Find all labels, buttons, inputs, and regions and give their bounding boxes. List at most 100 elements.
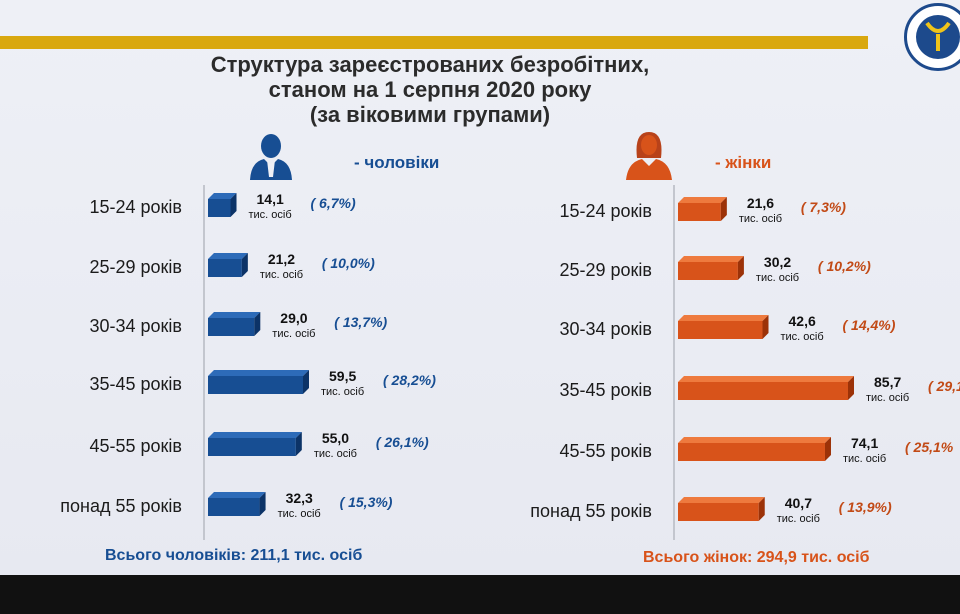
women-bar	[678, 497, 765, 521]
men-bar-top	[208, 492, 266, 498]
women-unit-label: тис. осіб	[866, 392, 910, 404]
women-value-label: 21,6	[746, 195, 775, 211]
men-category-label: 30-34 років	[89, 316, 183, 336]
men-bar	[208, 432, 302, 456]
men-legend: - чоловіки	[354, 153, 440, 172]
men-unit-label: тис. осіб	[259, 269, 304, 281]
men-value-label: 14,1	[256, 191, 284, 207]
women-bar-front	[678, 503, 759, 521]
men-bar-side	[303, 370, 309, 394]
men-value-label: 32,3	[285, 490, 313, 506]
men-bar-side	[254, 312, 261, 336]
women-bar-front	[678, 321, 763, 339]
women-bar	[678, 197, 727, 221]
men-value-label: 55,0	[321, 430, 350, 446]
men-percent-label: ( 13,7%)	[334, 314, 388, 330]
men-value-label: 21,2	[267, 251, 296, 267]
women-bar-top	[678, 256, 744, 262]
logo-figure-icon	[925, 21, 951, 51]
women-category-label: 45-55 років	[559, 441, 653, 461]
men-category-label: понад 55 років	[60, 496, 182, 516]
men-bar-front	[208, 318, 255, 336]
women-bar	[678, 256, 744, 280]
women-unit-label: тис. осіб	[755, 272, 800, 284]
women-category-label: 35-45 років	[559, 380, 653, 400]
men-unit-label: тис. осіб	[272, 328, 316, 340]
women-category-label: 30-34 років	[559, 319, 653, 339]
women-bar-top	[678, 197, 727, 203]
men-percent-label: ( 15,3%)	[339, 494, 393, 510]
men-bar-top	[208, 253, 248, 259]
men-bar-top	[208, 432, 302, 438]
women-bar	[678, 437, 831, 461]
men-category-label: 45-55 років	[89, 436, 183, 456]
women-bar-side	[737, 256, 744, 280]
men-bar-front	[208, 438, 296, 456]
women-value-label: 85,7	[874, 374, 902, 390]
men-bar-side	[259, 492, 266, 516]
women-value-label: 74,1	[850, 435, 879, 451]
women-bar-side	[720, 197, 727, 221]
women-unit-label: тис. осіб	[842, 453, 887, 465]
men-bar-top	[208, 312, 261, 318]
men-bar	[208, 370, 309, 394]
women-category-label: понад 55 років	[530, 501, 652, 521]
women-total: Всього жінок: 294,9 тис. осіб	[643, 549, 870, 566]
men-category-label: 25-29 років	[89, 257, 183, 277]
men-unit-label: тис. осіб	[321, 386, 365, 398]
women-bar-side	[824, 437, 831, 461]
men-unit-label: тис. осіб	[248, 209, 292, 221]
women-value-label: 42,6	[788, 313, 816, 329]
women-bar-top	[678, 437, 831, 443]
men-bar	[208, 312, 261, 336]
man-icon	[250, 134, 292, 180]
men-value-label: 59,5	[329, 368, 357, 384]
women-bar-front	[678, 443, 825, 461]
men-bar-front	[208, 376, 303, 394]
women-bar	[678, 376, 854, 400]
women-value-label: 40,7	[784, 495, 812, 511]
women-value-label: 30,2	[763, 254, 792, 270]
women-bar-side	[762, 315, 769, 339]
women-percent-label: ( 29,1%	[928, 378, 960, 394]
men-bar-side	[230, 193, 237, 217]
men-bar-front	[208, 498, 260, 516]
men-total: Всього чоловіків: 211,1 тис. осіб	[105, 547, 363, 564]
men-bar	[208, 253, 248, 277]
employment-service-logo	[904, 3, 960, 71]
men-bar-top	[208, 370, 309, 376]
women-bar-top	[678, 376, 854, 382]
women-category-label: 15-24 років	[559, 201, 653, 221]
men-unit-label: тис. осіб	[313, 448, 357, 460]
title-line-2: станом на 1 серпня 2020 року	[268, 77, 592, 102]
men-bar-side	[295, 432, 302, 456]
women-unit-label: тис. осіб	[776, 513, 820, 525]
men-bar-side	[241, 253, 248, 277]
men-percent-label: ( 10,0%)	[321, 255, 375, 271]
women-axis-line	[673, 185, 675, 540]
men-bar-front	[208, 199, 231, 217]
men-percent-label: ( 6,7%)	[310, 195, 356, 211]
women-bar	[678, 315, 769, 339]
chart-title: Структура зареєстрованих безробітних, ст…	[120, 52, 740, 127]
slide: Структура зареєстрованих безробітних, ст…	[0, 0, 960, 575]
women-percent-label: ( 7,3%)	[800, 199, 846, 215]
women-bar-top	[678, 497, 765, 503]
men-bar	[208, 492, 266, 516]
women-unit-label: тис. осіб	[780, 331, 824, 343]
women-bar-side	[758, 497, 765, 521]
women-bar-top	[678, 315, 769, 321]
women-bar-front	[678, 262, 738, 280]
women-bar-front	[678, 203, 721, 221]
women-percent-label: ( 10,2%)	[817, 258, 871, 274]
women-category-label: 25-29 років	[559, 260, 653, 280]
men-percent-label: ( 26,1%)	[375, 434, 429, 450]
men-bar-top	[208, 193, 237, 199]
women-percent-label: ( 25,1%	[904, 439, 954, 455]
women-bar-side	[848, 376, 854, 400]
women-bar-front	[678, 382, 848, 400]
men-value-label: 29,0	[280, 310, 308, 326]
men-axis-line	[203, 185, 205, 540]
men-category-label: 35-45 років	[89, 374, 183, 394]
title-line-3: (за віковими групами)	[309, 102, 551, 127]
